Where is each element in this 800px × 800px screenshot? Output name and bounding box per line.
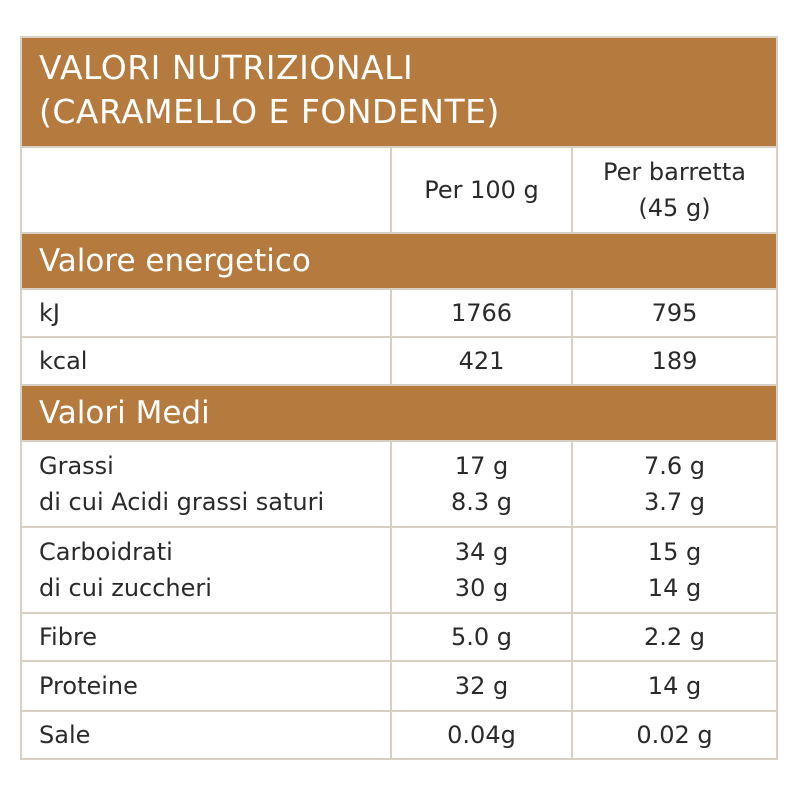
row-perbar: 0.02 g [636,721,713,749]
table-row: Grassi di cui Acidi grassi saturi 17 g 8… [22,440,776,526]
header-empty-cell [22,148,392,232]
table-row: kcal 421 189 [22,336,776,384]
row-per100: 1766 [392,290,573,336]
row-perbar: 2.2 g [643,623,706,651]
row-perbar: 14 g [647,672,702,700]
row-label: Proteine [22,662,392,710]
title-line-2: (CARAMELLO E FONDENTE) [39,92,500,131]
row-label: kcal [22,338,392,384]
section-energy: Valore energetico [22,232,776,288]
row-perbar: 15 g 14 g [647,538,702,602]
header-per100: Per 100 g [392,148,573,232]
table-row: Carboidrati di cui zuccheri 34 g 30 g 15… [22,526,776,612]
row-per100: 17 g 8.3 g [392,442,573,526]
row-label: kJ [22,290,392,336]
row-per100: 32 g [392,662,573,710]
row-label: Fibre [22,614,392,660]
table-row: Proteine 32 g 14 g [22,660,776,710]
section-medi: Valori Medi [22,384,776,440]
row-label: Grassi di cui Acidi grassi saturi [22,442,392,526]
row-perbar: 189 [651,347,698,375]
row-perbar: 795 [651,299,698,327]
header-perbar-line2: (45 g) [638,194,711,222]
row-per100: 421 [392,338,573,384]
header-perbar: Per barretta (45 g) [573,148,776,232]
header-perbar-line1: Per barretta [603,158,746,186]
nutrition-table: VALORI NUTRIZIONALI (CARAMELLO E FONDENT… [20,36,778,760]
row-label: Carboidrati di cui zuccheri [22,528,392,612]
title-line-1: VALORI NUTRIZIONALI [39,48,414,87]
row-perbar: 7.6 g 3.7 g [643,452,706,516]
row-per100: 0.04g [392,712,573,758]
table-title: VALORI NUTRIZIONALI (CARAMELLO E FONDENT… [22,38,776,146]
table-row: Fibre 5.0 g 2.2 g [22,612,776,660]
row-label: Sale [22,712,392,758]
table-row: kJ 1766 795 [22,288,776,336]
column-header-row: Per 100 g Per barretta (45 g) [22,146,776,232]
row-per100: 5.0 g [392,614,573,660]
row-per100: 34 g 30 g [392,528,573,612]
table-row: Sale 0.04g 0.02 g [22,710,776,758]
